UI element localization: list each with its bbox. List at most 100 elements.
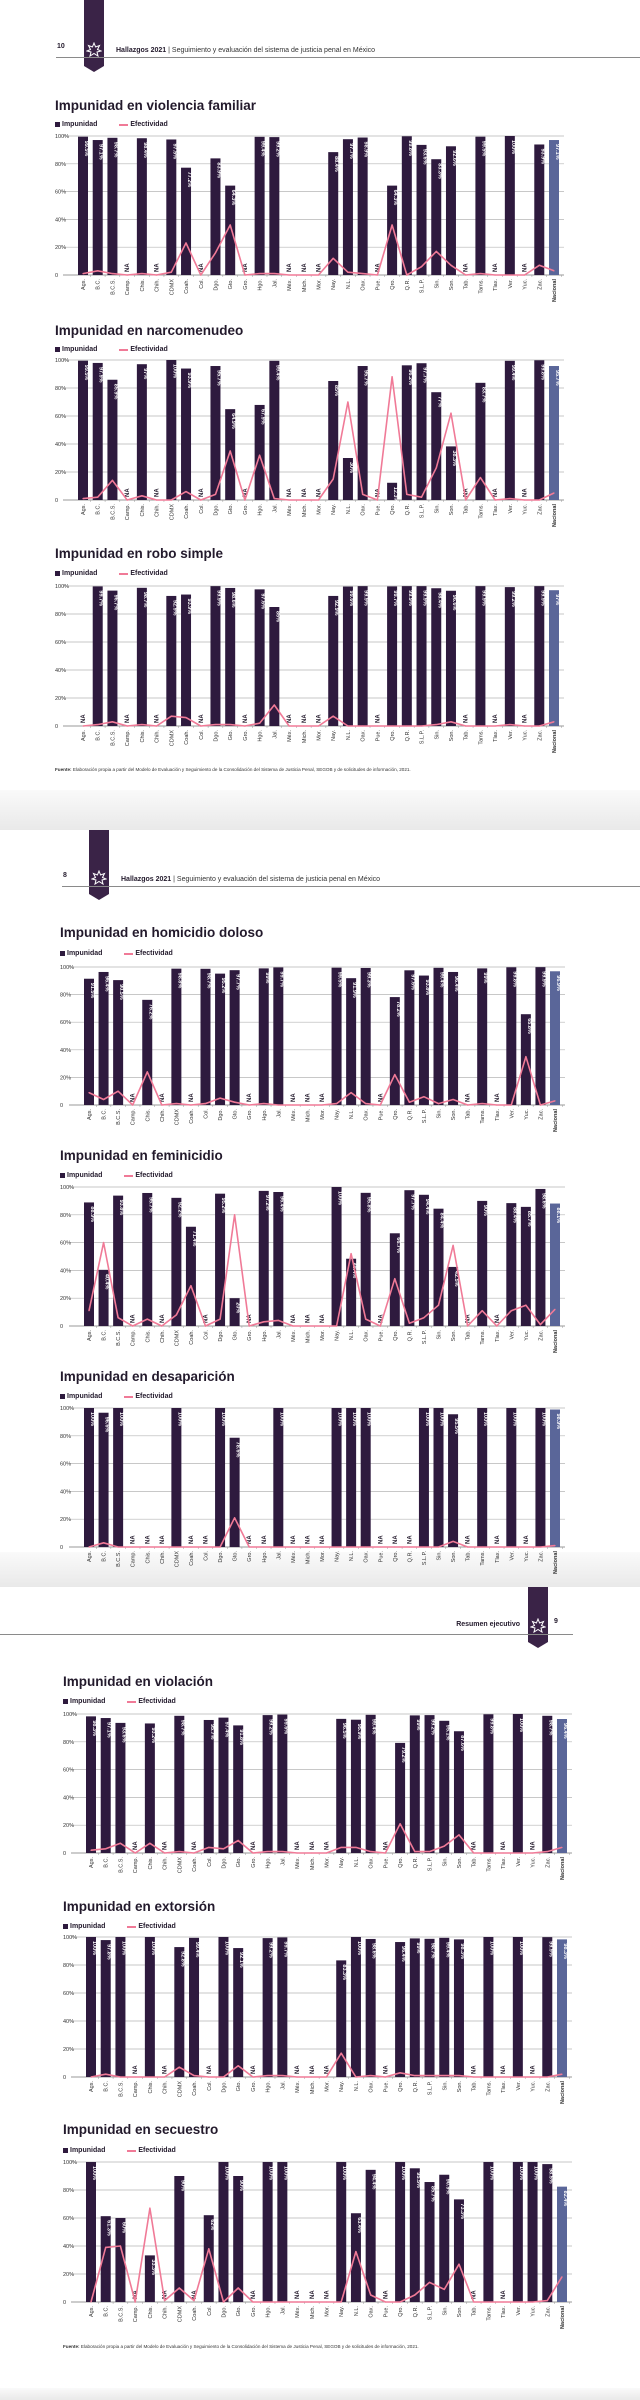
line-point-efectividad bbox=[435, 724, 437, 726]
line-point-efectividad bbox=[292, 1104, 294, 1106]
x-tick-label: Ver. bbox=[508, 730, 514, 740]
bar-impunidad bbox=[166, 360, 177, 500]
bar-value-label: 64.9% bbox=[230, 413, 236, 429]
chart-title: Impunidad en secuestro bbox=[63, 2122, 219, 2137]
line-point-efectividad bbox=[237, 2287, 239, 2289]
line-point-efectividad bbox=[88, 1091, 90, 1094]
x-tick-label: Méx. bbox=[295, 2306, 301, 2318]
x-tick-label: Coah. bbox=[184, 504, 190, 519]
bar-impunidad bbox=[86, 1716, 96, 1853]
line-point-efectividad bbox=[126, 274, 128, 276]
line-point-efectividad bbox=[376, 274, 378, 276]
bar-value-label: 98.7% bbox=[142, 592, 148, 608]
bar-value-label: 98.6% bbox=[371, 1943, 377, 1959]
na-label: NA bbox=[310, 1841, 316, 1850]
na-label: NA bbox=[472, 2065, 478, 2074]
line-point-efectividad bbox=[321, 1325, 323, 1327]
bar-impunidad bbox=[210, 158, 221, 275]
x-tick-label: CDMX bbox=[169, 504, 175, 521]
x-tick-label: Yuc. bbox=[523, 504, 529, 515]
x-tick-label: CDMX bbox=[169, 279, 175, 296]
line-point-efectividad bbox=[222, 2301, 225, 2303]
bar-value-label: 100% bbox=[118, 1412, 124, 1426]
bar-value-label: 92.9% bbox=[171, 600, 177, 616]
na-label: NA bbox=[131, 1093, 137, 1102]
y-tick-label: 80% bbox=[60, 1213, 71, 1219]
x-tick-label: N.L. bbox=[349, 1551, 355, 1562]
na-label: NA bbox=[501, 1841, 507, 1850]
bar-impunidad bbox=[142, 1192, 153, 1326]
y-tick-label: 0 bbox=[55, 724, 58, 730]
bar-value-label: 40.4% bbox=[104, 1274, 110, 1290]
bar-impunidad bbox=[387, 185, 398, 275]
y-tick-label: 40% bbox=[63, 2244, 74, 2250]
line-point-efectividad bbox=[163, 2076, 166, 2078]
legend-label-impunidad: Impunidad bbox=[62, 121, 98, 128]
na-label: NA bbox=[125, 714, 131, 723]
bar-value-label: 77% bbox=[436, 396, 442, 407]
bar-impunidad bbox=[512, 2162, 523, 2302]
line-point-efectividad bbox=[340, 2052, 342, 2054]
x-tick-label: Ags. bbox=[87, 1330, 93, 1341]
line-point-efectividad bbox=[311, 1852, 313, 1854]
bar-impunidad bbox=[136, 138, 147, 275]
y-tick-label: 40% bbox=[55, 442, 66, 448]
bar-value-label: 99.5% bbox=[480, 141, 486, 157]
line-point-efectividad bbox=[347, 401, 349, 403]
x-tick-label: Camp. bbox=[125, 504, 131, 521]
chart-plot: 0 20% 40% 60% 80% 100% 99.5% Ags. 97.1% B.C. 98.7%… bbox=[55, 134, 564, 302]
x-tick-label: Jal. bbox=[272, 730, 278, 739]
line-point-efectividad bbox=[340, 1846, 342, 1849]
bar-impunidad bbox=[174, 1947, 185, 2077]
line-point-efectividad bbox=[406, 274, 408, 276]
bar-impunidad bbox=[233, 1725, 244, 1853]
x-tick-label: Zac. bbox=[545, 2306, 551, 2317]
line-point-efectividad bbox=[234, 1101, 236, 1103]
bar-value-label: 98.3% bbox=[459, 1943, 465, 1959]
x-tick-label: B.C.S. bbox=[118, 2306, 124, 2322]
line-point-efectividad bbox=[146, 1071, 148, 1073]
bar-value-label: 99.6% bbox=[348, 591, 354, 607]
y-tick-label: 0 bbox=[60, 1324, 63, 1330]
bar-value-label: 97.2% bbox=[264, 1195, 270, 1211]
line-point-efectividad bbox=[149, 2076, 151, 2078]
line-point-efectividad bbox=[391, 376, 393, 378]
bar-value-label: 93.6% bbox=[120, 1727, 126, 1743]
x-tick-label: B.C. bbox=[104, 2081, 110, 2092]
x-tick-label: Gro. bbox=[247, 1551, 253, 1562]
line-point-efectividad bbox=[355, 2251, 357, 2253]
line-point-efectividad bbox=[149, 1842, 151, 1844]
na-label: NA bbox=[472, 2290, 478, 2299]
bar-impunidad bbox=[504, 587, 515, 726]
bar-impunidad bbox=[203, 1719, 214, 1853]
line-point-efectividad bbox=[208, 1846, 210, 1849]
line-point-efectividad bbox=[561, 2276, 563, 2278]
y-tick-label: 60% bbox=[63, 1991, 74, 1997]
legend-swatch-efectividad bbox=[127, 1925, 137, 1928]
x-tick-label: Coah. bbox=[192, 2306, 198, 2321]
line-point-efectividad bbox=[161, 1325, 163, 1327]
line-point-efectividad bbox=[332, 478, 334, 480]
line-point-efectividad bbox=[554, 1545, 556, 1547]
line-point-efectividad bbox=[365, 1546, 367, 1548]
bar-impunidad bbox=[431, 588, 442, 726]
bar-value-label: 79.2% bbox=[400, 1747, 406, 1763]
x-tick-label: Hgo. bbox=[258, 504, 264, 516]
bar-value-label: 64.3% bbox=[392, 190, 398, 206]
bar-impunidad bbox=[84, 978, 94, 1105]
y-tick-label: 20% bbox=[63, 2272, 74, 2278]
bar-value-label: 99.2% bbox=[430, 1719, 436, 1735]
bar-impunidad bbox=[181, 368, 192, 500]
y-tick-label: 40% bbox=[60, 1048, 71, 1054]
bar-impunidad bbox=[144, 1723, 155, 1853]
chart-title: Impunidad en narcomenudeo bbox=[55, 323, 244, 338]
bar-value-label: 83.9% bbox=[215, 162, 221, 178]
x-tick-label: Tlax. bbox=[495, 1330, 501, 1342]
x-tick-label: B.C. bbox=[96, 504, 102, 515]
bar-impunidad bbox=[365, 2169, 376, 2302]
bar-impunidad bbox=[439, 1937, 450, 2077]
bar-value-label: 99.4% bbox=[510, 365, 516, 381]
na-label: NA bbox=[493, 714, 499, 723]
bar-value-label: 61.3% bbox=[106, 2220, 112, 2236]
bar-impunidad bbox=[269, 137, 280, 275]
